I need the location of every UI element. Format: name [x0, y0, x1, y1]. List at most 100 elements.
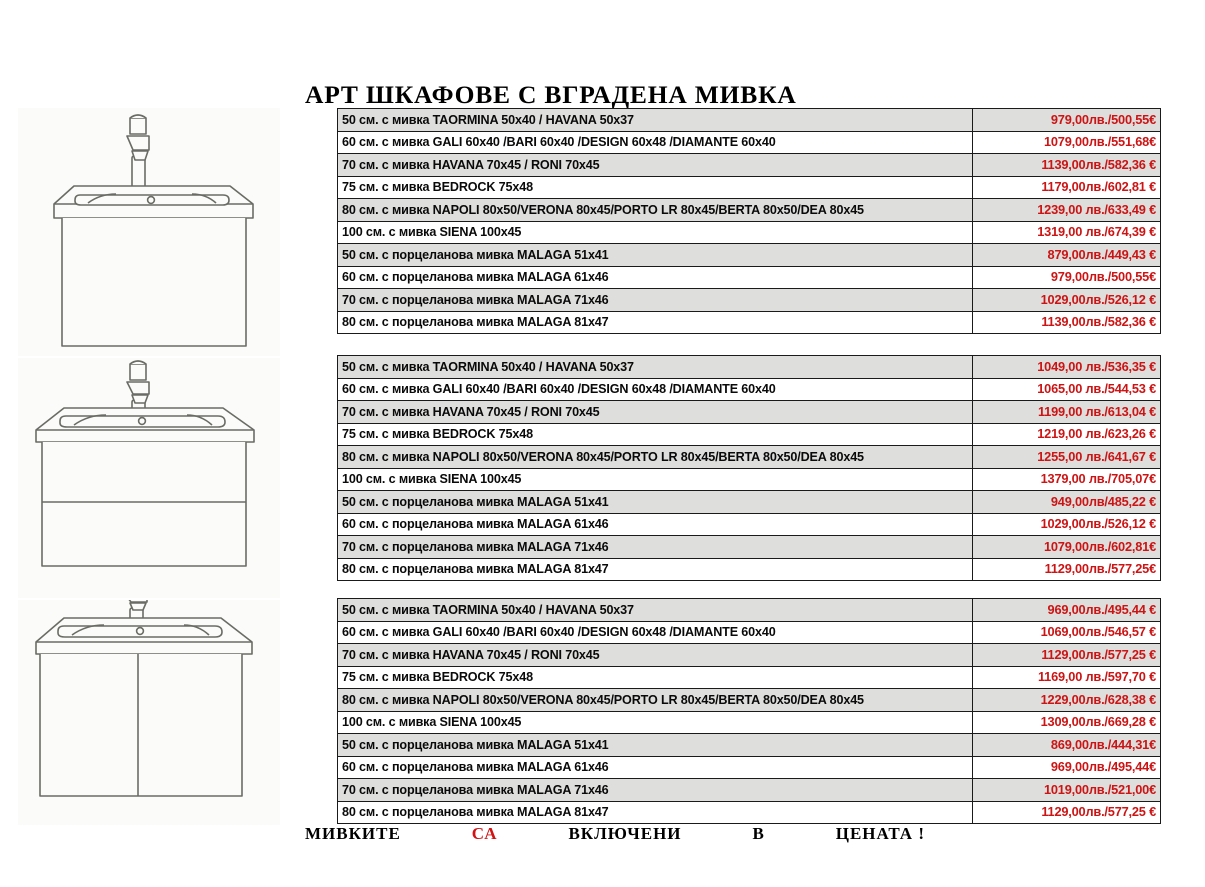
table-row: 60 см. с мивка GALI 60x40 /BARI 60x40 /D…	[337, 377, 1161, 401]
price-table-single-body: 50 см. с мивка TAORMINA 50x40 / HAVANA 5…	[337, 108, 1161, 334]
product-price-cell: 1049,00 лв./536,35 €	[972, 355, 1161, 379]
product-price-cell: 1129,00лв./577,25 €	[972, 800, 1161, 824]
product-description-cell: 50 см. с порцеланова мивка MALAGA 51x41	[337, 490, 973, 514]
table-row: 70 см. с мивка HAVANA 70x45 / RONI 70x45…	[337, 153, 1161, 177]
table-row: 60 см. с порцеланова мивка MALAGA 61x46 9…	[337, 755, 1161, 779]
table-row: 70 см. с мивка HAVANA 70x45 / RONI 70x45…	[337, 400, 1161, 424]
table-row: 75 см. с мивка BEDROCK 75x48 1219,00 лв./…	[337, 422, 1161, 446]
product-description-cell: 60 см. с порцеланова мивка MALAGA 61x46	[337, 265, 973, 289]
footer-word-1: МИВКИТЕ	[305, 824, 401, 843]
product-price-cell: 949,00лв/485,22 €	[972, 490, 1161, 514]
product-description-cell: 50 см. с мивка TAORMINA 50x40 / HAVANA 5…	[337, 598, 973, 622]
product-price-cell: 1069,00лв./546,57 €	[972, 620, 1161, 644]
product-price-cell: 1169,00 лв./597,70 €	[972, 665, 1161, 689]
product-description-cell: 75 см. с мивка BEDROCK 75x48	[337, 665, 973, 689]
price-table-two-drawers: 50 см. с мивка TAORMINA 50x40 / HAVANA 5…	[337, 355, 1161, 581]
table-row: 100 см. с мивка SIENA 100x45 1319,00 лв./…	[337, 220, 1161, 244]
table-row: 80 см. с порцеланова мивка MALAGA 81x47 1…	[337, 310, 1161, 334]
product-description-cell: 60 см. с мивка GALI 60x40 /BARI 60x40 /D…	[337, 130, 973, 154]
product-description-cell: 75 см. с мивка BEDROCK 75x48	[337, 422, 973, 446]
table-row: 80 см. с порцеланова мивка MALAGA 81x47 1…	[337, 557, 1161, 581]
table-body-1: 50 см. с мивка TAORMINA 50x40 / HAVANA 5…	[337, 108, 1161, 334]
product-price-cell: 969,00лв./495,44 €	[972, 598, 1161, 622]
product-description-cell: 80 см. с мивка NAPOLI 80x50/VERONA 80x45…	[337, 688, 973, 712]
product-price-cell: 1079,00лв./551,68€	[972, 130, 1161, 154]
product-price-cell: 1139,00лв./582,36 €	[972, 310, 1161, 334]
content-column: АРТ ШКАФОВЕ С ВГРАДЕНА МИВКА 50 см. с ми…	[300, 0, 1205, 887]
product-price-cell: 1065,00 лв./544,53 €	[972, 377, 1161, 401]
product-description-cell: 70 см. с мивка HAVANA 70x45 / RONI 70x45	[337, 400, 973, 424]
table-row: 60 см. с порцеланова мивка MALAGA 61x46 9…	[337, 265, 1161, 289]
product-price-cell: 1019,00лв./521,00€	[972, 778, 1161, 802]
table-row: 60 см. с порцеланова мивка MALAGA 61x46 1…	[337, 512, 1161, 536]
footer-word-3: ВКЛЮЧЕНИ	[568, 824, 682, 843]
table-row: 80 см. с порцеланова мивка MALAGA 81x47 1…	[337, 800, 1161, 824]
product-price-cell: 1029,00лв./526,12 €	[972, 512, 1161, 536]
product-price-cell: 979,00лв./500,55€	[972, 265, 1161, 289]
product-description-cell: 60 см. с порцеланова мивка MALAGA 61x46	[337, 512, 973, 536]
footer-word-2: СА	[471, 824, 498, 843]
product-description-cell: 60 см. с мивка GALI 60x40 /BARI 60x40 /D…	[337, 620, 973, 644]
table-row: 70 см. с порцеланова мивка MALAGA 71x46 1…	[337, 535, 1161, 559]
table-row: 80 см. с мивка NAPOLI 80x50/VERONA 80x45…	[337, 198, 1161, 222]
illustration-column	[0, 0, 300, 887]
product-description-cell: 80 см. с порцеланова мивка MALAGA 81x47	[337, 310, 973, 334]
product-price-cell: 1179,00лв./602,81 €	[972, 175, 1161, 199]
table-body-3: 50 см. с мивка TAORMINA 50x40 / HAVANA 5…	[337, 598, 1161, 824]
product-price-cell: 1239,00 лв./633,49 €	[972, 198, 1161, 222]
vanity-two-drawers-illustration	[18, 358, 280, 598]
product-description-cell: 70 см. с мивка HAVANA 70x45 / RONI 70x45	[337, 643, 973, 667]
product-price-cell: 869,00лв./444,31€	[972, 733, 1161, 757]
table-row: 100 см. с мивка SIENA 100x45 1379,00 лв./…	[337, 467, 1161, 491]
vanity-single-body-illustration	[18, 108, 280, 356]
product-price-cell: 1379,00 лв./705,07€	[972, 467, 1161, 491]
table-row: 50 см. с порцеланова мивка MALAGA 51x41 8…	[337, 733, 1161, 757]
table-row: 75 см. с мивка BEDROCK 75x48 1179,00лв./6…	[337, 175, 1161, 199]
product-price-cell: 1319,00 лв./674,39 €	[972, 220, 1161, 244]
product-description-cell: 100 см. с мивка SIENA 100x45	[337, 467, 973, 491]
table-row: 50 см. с порцеланова мивка MALAGA 51x41 8…	[337, 243, 1161, 267]
product-description-cell: 50 см. с мивка TAORMINA 50x40 / HAVANA 5…	[337, 108, 973, 132]
product-description-cell: 50 см. с мивка TAORMINA 50x40 / HAVANA 5…	[337, 355, 973, 379]
product-price-cell: 1139,00лв./582,36 €	[972, 153, 1161, 177]
product-description-cell: 60 см. с мивка GALI 60x40 /BARI 60x40 /D…	[337, 377, 973, 401]
product-price-cell: 879,00лв./449,43 €	[972, 243, 1161, 267]
table-row: 50 см. с порцеланова мивка MALAGA 51x41 9…	[337, 490, 1161, 514]
table-row: 70 см. с порцеланова мивка MALAGA 71x46 1…	[337, 288, 1161, 312]
footer-word-4: В	[752, 824, 765, 843]
table-body-2: 50 см. с мивка TAORMINA 50x40 / HAVANA 5…	[337, 355, 1161, 581]
product-description-cell: 100 см. с мивка SIENA 100x45	[337, 220, 973, 244]
table-row: 60 см. с мивка GALI 60x40 /BARI 60x40 /D…	[337, 130, 1161, 154]
footer-word-5: ЦЕНАТА !	[835, 824, 925, 843]
product-description-cell: 70 см. с мивка HAVANA 70x45 / RONI 70x45	[337, 153, 973, 177]
product-price-cell: 1029,00лв./526,12 €	[972, 288, 1161, 312]
table-row: 80 см. с мивка NAPOLI 80x50/VERONA 80x45…	[337, 445, 1161, 469]
table-row: 75 см. с мивка BEDROCK 75x48 1169,00 лв./…	[337, 665, 1161, 689]
product-description-cell: 70 см. с порцеланова мивка MALAGA 71x46	[337, 778, 973, 802]
product-description-cell: 100 см. с мивка SIENA 100x45	[337, 710, 973, 734]
product-price-cell: 1255,00 лв./641,67 €	[972, 445, 1161, 469]
product-description-cell: 75 см. с мивка BEDROCK 75x48	[337, 175, 973, 199]
table-row: 50 см. с мивка TAORMINA 50x40 / HAVANA 5…	[337, 108, 1161, 132]
vanity-two-doors-illustration	[18, 600, 280, 825]
product-description-cell: 80 см. с порцеланова мивка MALAGA 81x47	[337, 557, 973, 581]
price-table-two-doors: 50 см. с мивка TAORMINA 50x40 / HAVANA 5…	[337, 598, 1161, 824]
product-description-cell: 70 см. с порцеланова мивка MALAGA 71x46	[337, 288, 973, 312]
table-row: 60 см. с мивка GALI 60x40 /BARI 60x40 /D…	[337, 620, 1161, 644]
footer-note: МИВКИТЕ СА ВКЛЮЧЕНИ В ЦЕНАТА !	[305, 824, 925, 844]
table-row: 70 см. с мивка HAVANA 70x45 / RONI 70x45…	[337, 643, 1161, 667]
product-description-cell: 60 см. с порцеланова мивка MALAGA 61x46	[337, 755, 973, 779]
page-title: АРТ ШКАФОВЕ С ВГРАДЕНА МИВКА	[305, 80, 797, 109]
product-description-cell: 80 см. с мивка NAPOLI 80x50/VERONA 80x45…	[337, 445, 973, 469]
table-row: 50 см. с мивка TAORMINA 50x40 / HAVANA 5…	[337, 598, 1161, 622]
product-description-cell: 70 см. с порцеланова мивка MALAGA 71x46	[337, 535, 973, 559]
product-price-cell: 1079,00лв./602,81€	[972, 535, 1161, 559]
product-price-cell: 1199,00 лв./613,04 €	[972, 400, 1161, 424]
table-row: 70 см. с порцеланова мивка MALAGA 71x46 1…	[337, 778, 1161, 802]
product-description-cell: 50 см. с порцеланова мивка MALAGA 51x41	[337, 733, 973, 757]
product-description-cell: 80 см. с порцеланова мивка MALAGA 81x47	[337, 800, 973, 824]
product-description-cell: 80 см. с мивка NAPOLI 80x50/VERONA 80x45…	[337, 198, 973, 222]
table-row: 80 см. с мивка NAPOLI 80x50/VERONA 80x45…	[337, 688, 1161, 712]
product-price-cell: 969,00лв./495,44€	[972, 755, 1161, 779]
product-price-cell: 1309,00лв./669,28 €	[972, 710, 1161, 734]
